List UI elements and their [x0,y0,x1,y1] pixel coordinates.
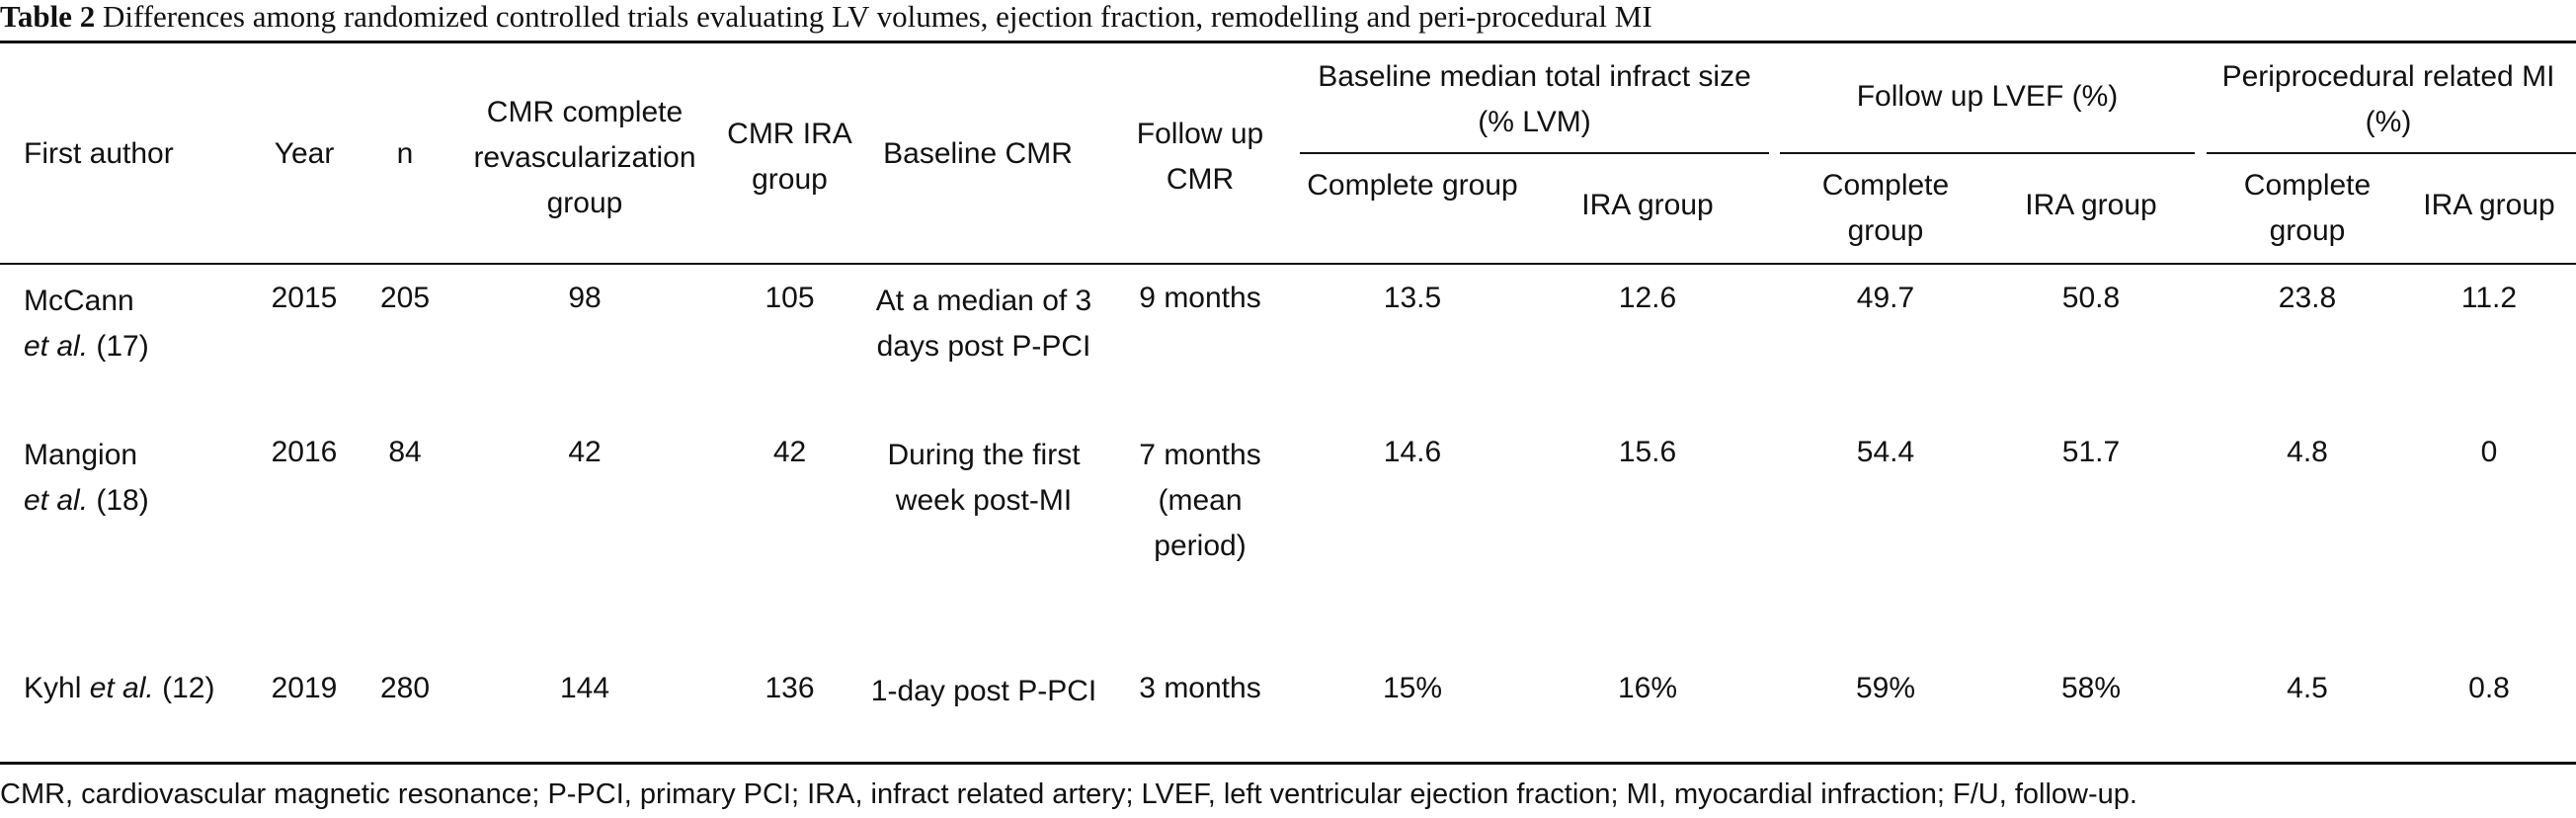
header-group-lvef: Follow up LVEF (%) [1856,80,2119,113]
subheader-mi-complete: Complete group [2243,169,2372,247]
table-row-2-author: Mangion et al. (18) [24,439,149,517]
subheader-lvef-complete: Complete group [1821,169,1950,247]
table-row-2-baseline-cmr: During the first week post-MI [887,439,1081,517]
table-row-1-author: McCann et al. (17) [24,285,149,363]
table-row-2-infarct-ira: 15.6 [1618,436,1677,468]
header-n: n [396,137,414,170]
table-label: Table 2 [0,0,96,34]
header-cmr-ira: CMR IRA group [727,118,852,196]
header-group-mi: Periprocedural related MI (%) [2221,60,2555,138]
table-row-1-cmr-ira: 105 [765,282,815,314]
table-row-3-baseline-cmr: 1-day post P-PCI [870,675,1097,707]
table-row-3-year: 2019 [271,672,338,704]
subheader-mi-ira: IRA group [2423,189,2555,221]
table-footnote: CMR, cardiovascular magnetic resonance; … [0,778,2137,810]
subheader-infarct-ira: IRA group [1581,189,1714,221]
header-cmr-complete: CMR complete revascularization group [473,96,696,219]
table-row-2-year: 2016 [271,436,338,468]
header-group-infarct: Baseline median total infract size (% LV… [1318,60,1751,138]
table-row-3-infarct-complete: 15% [1382,672,1443,704]
subheader-rule-lvef [1780,152,2195,154]
bottom-rule [0,762,2576,765]
table-row-3-lvef-complete: 59% [1855,672,1916,704]
header-first-author: First author [24,137,174,170]
table-row-3-author: Kyhl et al. (12) [24,672,215,704]
header-rule [0,263,2576,265]
table-row-2-followup-cmr: 7 months (mean period) [1139,439,1261,562]
table-row-3-infarct-ira: 16% [1617,672,1678,704]
table-row-1-cmr-complete: 98 [568,282,602,314]
table-row-1-mi-ira: 11.2 [2460,282,2518,314]
header-followup-cmr: Follow up CMR [1136,118,1264,196]
table-row-3-followup-cmr: 3 months [1139,672,1261,704]
table-title: Differences among randomized controlled … [102,0,1652,34]
table-row-2-cmr-complete: 42 [568,436,602,468]
table-row-3-cmr-complete: 144 [559,672,610,704]
subheader-rule-mi [2207,152,2576,154]
table-row-2-infarct-complete: 14.6 [1383,436,1442,468]
subheader-infarct-complete: Complete group [1307,169,1518,202]
table-row-3-mi-complete: 4.5 [2287,672,2328,704]
subheader-lvef-ira: IRA group [2025,189,2157,221]
header-baseline-cmr: Baseline CMR [883,137,1073,170]
table-row-1-n: 205 [379,282,431,314]
table-row-2-n: 84 [388,436,422,468]
table-row-1-baseline-cmr: At a median of 3 days post P-PCI [875,285,1092,363]
subheader-rule-infarct [1300,152,1769,154]
table-row-1-followup-cmr: 9 months [1139,282,1261,314]
table-row-1-infarct-ira: 12.6 [1618,282,1677,314]
table-row-3-mi-ira: 0.8 [2468,672,2510,704]
table-caption: Table 2 Differences among randomized con… [0,0,2576,40]
top-rule [0,41,2576,43]
header-year: Year [274,137,335,170]
table-row-3-n: 280 [379,672,431,704]
table-row-2-lvef-ira: 51.7 [2061,436,2121,468]
table-row-2-mi-complete: 4.8 [2287,436,2328,468]
table-row-3-cmr-ira: 136 [765,672,815,704]
table-row-1-mi-complete: 23.8 [2278,282,2337,314]
table-row-2-cmr-ira: 42 [772,436,807,468]
table-row-3-lvef-ira: 58% [2060,672,2122,704]
table-row-1-lvef-complete: 49.7 [1856,282,1915,314]
table-row-1-lvef-ira: 50.8 [2061,282,2121,314]
table-row-1-infarct-complete: 13.5 [1383,282,1442,314]
table-row-1-year: 2015 [271,282,338,314]
table-row-2-lvef-complete: 54.4 [1856,436,1915,468]
table-row-2-mi-ira: 0 [2480,436,2498,468]
